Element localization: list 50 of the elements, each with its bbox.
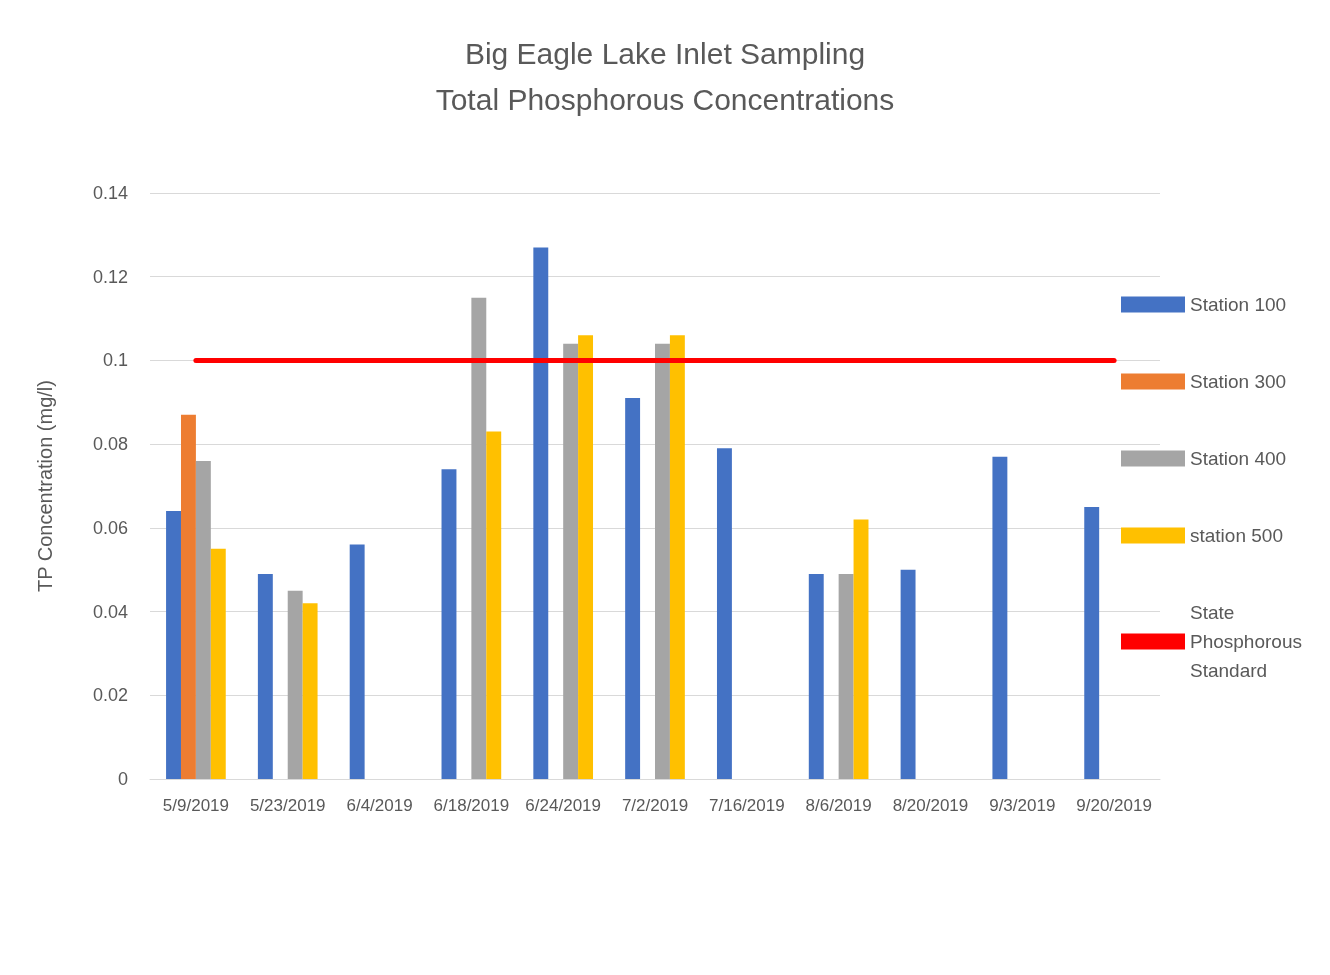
bar xyxy=(853,519,869,779)
legend-label: State Phosphorous Standard xyxy=(1190,602,1308,681)
bar xyxy=(210,548,226,779)
y-tick-label: 0.02 xyxy=(92,685,128,706)
bar xyxy=(716,448,732,779)
bar xyxy=(441,469,457,779)
bar xyxy=(195,460,211,779)
x-tick-label: 6/4/2019 xyxy=(346,796,413,815)
legend-label: Station 300 xyxy=(1190,371,1287,392)
legend-label: Station 400 xyxy=(1190,448,1287,469)
bar xyxy=(838,573,854,779)
bar xyxy=(655,343,670,779)
x-tick-label: 7/2/2019 xyxy=(621,796,689,815)
y-tick-label: 0.04 xyxy=(92,601,128,622)
y-tick-label: 0.14 xyxy=(92,183,128,203)
x-tick-label: 7/16/2019 xyxy=(709,796,785,815)
x-tick-label: 5/9/2019 xyxy=(162,796,229,815)
legend-label: Station 100 xyxy=(1190,294,1287,315)
bar xyxy=(533,247,549,779)
legend-label: station 500 xyxy=(1190,525,1283,546)
bar xyxy=(563,343,579,779)
y-tick-label: 0.12 xyxy=(92,266,128,287)
x-tick-label: 8/6/2019 xyxy=(805,796,872,815)
bar xyxy=(578,335,594,779)
x-tick-label: 6/18/2019 xyxy=(433,796,510,815)
y-axis-title: TP Concentration (mg/l) xyxy=(34,380,56,592)
bar xyxy=(287,590,303,779)
y-tick-label: 0 xyxy=(117,769,128,789)
chart-title: Big Eagle Lake Inlet Sampling Total Phosphorous Concentrations xyxy=(435,36,895,116)
bar xyxy=(1084,506,1100,779)
x-tick-label: 6/24/2019 xyxy=(525,796,601,815)
bar xyxy=(349,544,365,779)
bar xyxy=(625,398,641,779)
bar xyxy=(302,603,318,779)
y-tick-label: 0.08 xyxy=(92,434,128,455)
bar xyxy=(900,569,916,779)
x-tick-label: 5/23/2019 xyxy=(249,796,326,815)
x-tick-label: 8/20/2019 xyxy=(892,796,969,815)
bar xyxy=(471,297,487,779)
y-tick-label: 0.1 xyxy=(102,350,128,371)
bar xyxy=(257,573,273,779)
x-tick-label: 9/20/2019 xyxy=(1076,796,1152,815)
bar xyxy=(166,511,181,779)
y-tick-label: 0.06 xyxy=(92,517,128,538)
x-tick-label: 9/3/2019 xyxy=(989,796,1056,815)
bar xyxy=(669,335,685,779)
bar xyxy=(992,456,1008,779)
bar xyxy=(486,431,502,779)
bar xyxy=(808,573,824,779)
bar xyxy=(180,414,196,779)
